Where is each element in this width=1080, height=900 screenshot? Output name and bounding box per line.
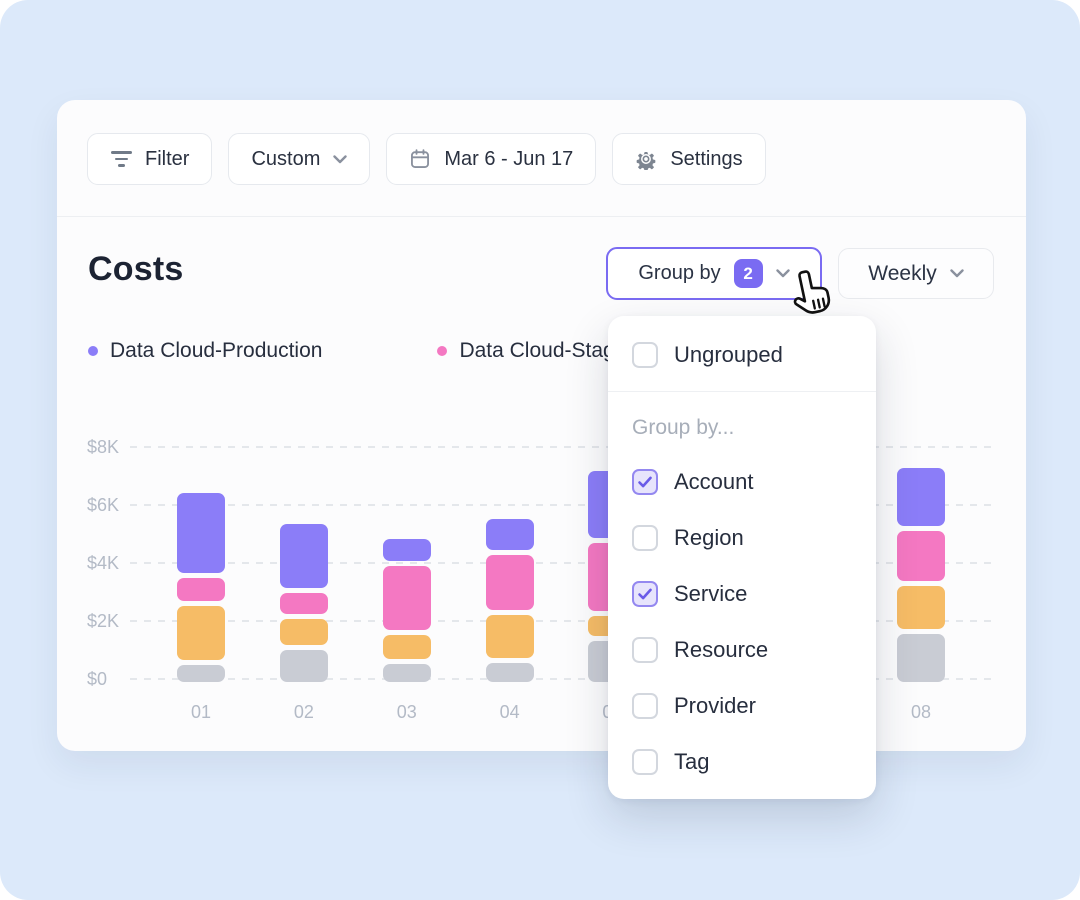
menu-item-label: Provider (674, 693, 756, 718)
bar-segment-purple-08[interactable] (897, 468, 946, 527)
checkbox-region[interactable] (632, 525, 658, 551)
bar-segment-orange-04[interactable] (485, 614, 534, 659)
chevron-down-icon (950, 269, 964, 278)
group-by-dropdown-menu: Ungrouped Group by... Account Region (608, 316, 876, 799)
filter-button-label: Filter (145, 147, 190, 170)
bar-segment-orange-03[interactable] (382, 634, 431, 659)
bar-segment-purple-04[interactable] (485, 519, 534, 550)
chart-legend: Data Cloud-Production Data Cloud-Staging (88, 338, 643, 364)
settings-button[interactable]: Settings (612, 133, 766, 185)
menu-item-label: Service (674, 581, 748, 606)
bar-segment-gray-01[interactable] (177, 664, 225, 682)
bar-segment-orange-02[interactable] (279, 619, 328, 646)
legend-label-staging: Data Cloud-Staging (459, 339, 643, 362)
bar-segment-gray-08[interactable] (897, 634, 946, 682)
gear-icon (636, 152, 656, 170)
checkbox-account[interactable] (632, 469, 658, 495)
menu-item-list: Account Region Service Resource (632, 467, 852, 777)
bar-segment-gray-04[interactable] (485, 663, 534, 682)
chevron-down-icon (333, 154, 348, 163)
menu-item-ungrouped[interactable]: Ungrouped (632, 340, 852, 370)
menu-item-label: Ungrouped (674, 342, 783, 367)
menu-item-label: Resource (674, 637, 769, 662)
toolbar: Filter Custom Mar 6 - Jun 17 Setti (87, 133, 766, 185)
group-by-label: Group by (638, 262, 721, 284)
menu-item-label: Tag (674, 749, 710, 774)
menu-item-label: Region (674, 525, 744, 550)
chevron-down-icon (775, 269, 790, 278)
group-by-button[interactable]: Group by 2 (606, 247, 822, 300)
settings-label: Settings (670, 147, 743, 170)
menu-item-label: Account (674, 469, 754, 494)
daterange-button[interactable]: Mar 6 - Jun 17 (386, 133, 597, 185)
check-icon (638, 588, 652, 600)
menu-item-tag[interactable]: Tag (632, 747, 852, 777)
bar-segment-orange-08[interactable] (897, 585, 946, 630)
menu-divider (608, 391, 876, 392)
custom-dropdown-button[interactable]: Custom (228, 133, 371, 185)
bar-segment-purple-02[interactable] (279, 524, 328, 589)
bar-segment-pink-08[interactable] (897, 531, 946, 581)
period-label: Weekly (868, 261, 937, 285)
menu-item-provider[interactable]: Provider (632, 691, 852, 721)
bar-segment-pink-04[interactable] (485, 554, 534, 610)
bar-segment-pink-03[interactable] (382, 566, 431, 630)
checkbox-tag[interactable] (632, 749, 658, 775)
bar-segment-gray-03[interactable] (382, 664, 431, 682)
checkbox-ungrouped[interactable] (632, 342, 658, 368)
legend-item-production[interactable]: Data Cloud-Production (88, 339, 322, 363)
menu-item-resource[interactable]: Resource (632, 635, 852, 665)
filter-icon (110, 151, 132, 167)
check-icon (638, 476, 652, 488)
period-select-button[interactable]: Weekly (838, 248, 994, 299)
checkbox-service[interactable] (632, 581, 658, 607)
page-title: Costs (88, 250, 184, 288)
bar-segment-purple-03[interactable] (382, 539, 431, 562)
daterange-label: Mar 6 - Jun 17 (444, 147, 574, 170)
legend-dot-production (88, 346, 98, 356)
bar-segment-pink-01[interactable] (177, 577, 225, 601)
checkbox-provider[interactable] (632, 693, 658, 719)
menu-item-account[interactable]: Account (632, 467, 852, 497)
hand-pointer-cursor (793, 270, 831, 314)
bar-segment-pink-02[interactable] (279, 593, 328, 614)
group-by-count-badge: 2 (733, 259, 763, 288)
checkbox-resource[interactable] (632, 637, 658, 663)
bar-segment-purple-01[interactable] (177, 493, 225, 573)
menu-item-service[interactable]: Service (632, 579, 852, 609)
toolbar-divider (57, 216, 1026, 217)
menu-item-region[interactable]: Region (632, 523, 852, 553)
calendar-icon (411, 149, 430, 168)
bar-segment-orange-01[interactable] (177, 605, 225, 660)
legend-item-staging[interactable]: Data Cloud-Staging (437, 339, 643, 363)
filter-button[interactable]: Filter (87, 133, 213, 185)
menu-caption: Group by... (632, 416, 735, 439)
custom-dropdown-label: Custom (251, 147, 321, 170)
bar-segment-gray-02[interactable] (279, 650, 328, 682)
legend-label-production: Data Cloud-Production (110, 339, 323, 362)
legend-dot-staging (437, 346, 448, 356)
